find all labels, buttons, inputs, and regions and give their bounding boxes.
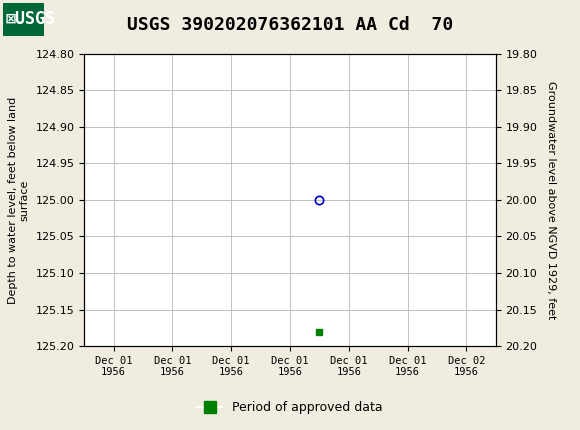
Y-axis label: Groundwater level above NGVD 1929, feet: Groundwater level above NGVD 1929, feet (546, 81, 556, 319)
FancyBboxPatch shape (3, 3, 43, 36)
Y-axis label: Depth to water level, feet below land
surface: Depth to water level, feet below land su… (8, 96, 30, 304)
Text: USGS 390202076362101 AA Cd  70: USGS 390202076362101 AA Cd 70 (127, 16, 453, 34)
Text: ⊠USGS: ⊠USGS (6, 10, 56, 28)
Legend: Period of approved data: Period of approved data (192, 396, 388, 419)
